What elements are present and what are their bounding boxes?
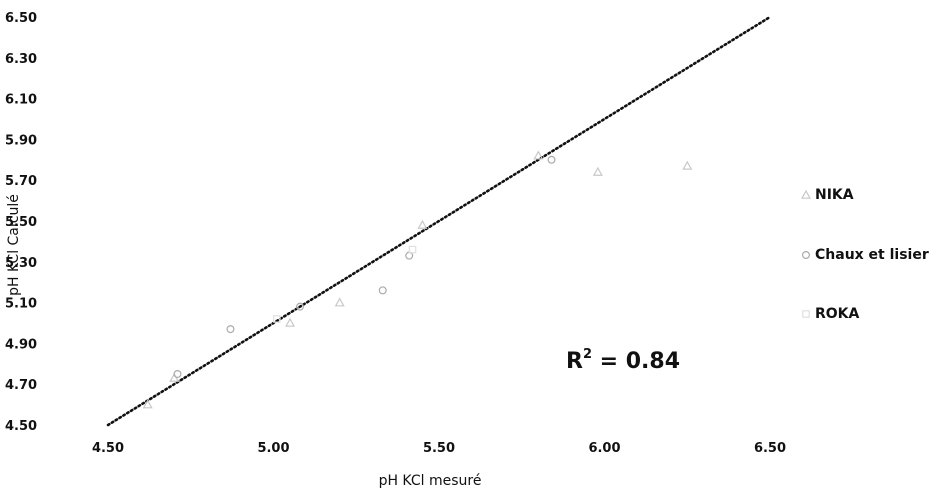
data-points-layer: [142, 150, 693, 409]
x-tick-label: 6.50: [754, 441, 786, 456]
r-squared-prefix: R: [566, 349, 583, 374]
legend-label: NIKA: [815, 187, 854, 203]
data-point: [273, 315, 281, 323]
r-squared-annotation: R2 = 0.84: [566, 347, 680, 374]
data-point: [682, 160, 693, 170]
y-tick-label: 5.90: [5, 133, 37, 148]
legend-label: ROKA: [815, 306, 860, 322]
y-tick-label: 4.70: [5, 378, 37, 393]
y-tick-label: 4.90: [5, 337, 37, 352]
data-point: [378, 286, 387, 295]
x-tick-label: 5.00: [257, 441, 289, 456]
data-point: [295, 302, 304, 311]
data-point: [173, 370, 182, 379]
data-point: [533, 150, 544, 160]
x-tick-labels: 4.50 5.00 5.50 6.00 6.50: [92, 441, 786, 456]
y-tick-label: 5.30: [5, 256, 37, 271]
legend: NIKA Chaux et lisier ROKA: [800, 187, 929, 322]
reference-line-layer: [106, 15, 772, 427]
y-tick-label: 5.10: [5, 297, 37, 312]
x-tick-label: 5.50: [423, 441, 455, 456]
data-point: [408, 245, 417, 254]
reference-line-y-equals-x: [106, 15, 772, 427]
data-point: [142, 399, 153, 409]
y-tick-label: 6.30: [5, 52, 37, 67]
y-tick-labels: 4.50 4.70 4.90 5.10 5.30 5.50 5.70 5.90 6.10 6.30…: [5, 11, 37, 434]
legend-marker: [801, 251, 810, 260]
data-point: [417, 219, 428, 229]
data-point: [547, 155, 556, 164]
legend-label: Chaux et lisier: [815, 247, 929, 263]
x-tick-label: 4.50: [92, 441, 124, 456]
y-axis-label: pH KCl Calculé: [6, 194, 22, 296]
r-squared-value: = 0.84: [592, 349, 680, 374]
x-tick-label: 6.00: [588, 441, 620, 456]
r-squared-superscript: 2: [583, 347, 592, 362]
y-tick-label: 6.50: [5, 11, 37, 26]
data-point: [226, 325, 235, 334]
y-tick-label: 5.70: [5, 174, 37, 189]
y-tick-label: 5.50: [5, 215, 37, 230]
legend-marker: [802, 310, 810, 318]
data-point: [285, 317, 296, 327]
y-tick-label: 6.10: [5, 93, 37, 108]
data-point: [334, 297, 345, 307]
y-tick-label: 4.50: [5, 419, 37, 434]
data-point: [592, 166, 603, 176]
legend-marker: [800, 189, 812, 199]
x-axis-label: pH KCl mesuré: [379, 473, 482, 489]
